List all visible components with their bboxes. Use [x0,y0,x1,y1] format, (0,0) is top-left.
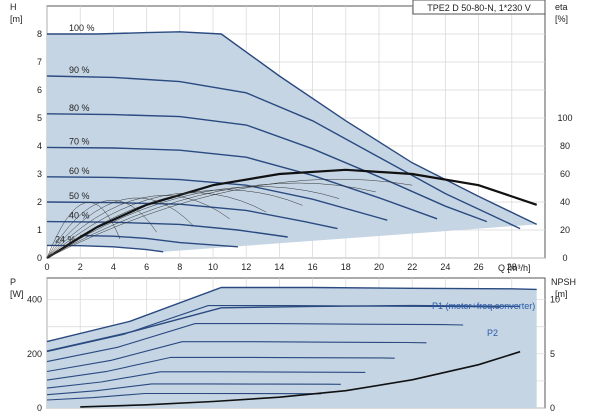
reduced-speed-power-curve [46,341,427,373]
head-curve-80 [46,113,488,223]
iso-efficiency-arc [46,189,303,259]
y-left-tick-label: 5 [37,113,42,123]
title-box [412,0,546,15]
bottom-fill-region [47,287,537,408]
y-left-label-top-name: H [10,2,17,12]
y-right-tick-label: 60 [560,169,570,179]
x-tick-label: 8 [177,262,182,272]
y-left-tick-label: 3 [37,169,42,179]
p-tick-label: 400 [27,295,42,305]
y-right-label-top-name: eta [555,2,568,12]
x-tick-label: 18 [341,262,351,272]
y-left-tick-label: 0 [37,253,42,263]
p1-label: P1 (motor+freq.converter) [432,301,535,311]
bottom-curves [46,286,537,408]
y-right-tick-label: 0 [562,253,567,263]
bottom-ticks: 0 200 400 0 5 10 [27,295,560,413]
top-curves: 100 %90 %80 %70 %60 %50 %40 %24 % [46,23,538,259]
y-right-label-bottom-name: NPSH [551,277,576,287]
y-right-label-bottom-unit: [m] [555,289,568,299]
head-curve-50 [46,201,338,230]
x-tick-label: 4 [111,262,116,272]
x-tick-label: 0 [44,262,49,272]
x-tick-label: 28 [507,262,517,272]
y-left-label-bottom-name: P [10,277,16,287]
y-left-tick-label: 6 [37,85,42,95]
p2-curve [46,304,521,352]
npsh-tick-label: 5 [550,349,555,359]
iso-efficiency-arc [46,192,267,259]
reduced-speed-power-curve [46,323,464,363]
y-right-tick-label: 80 [560,141,570,151]
iso-efficiency-arc [46,178,413,259]
y-left-tick-label: 8 [37,29,42,39]
p2-label: P2 [487,328,498,338]
reduced-speed-power-curve [46,356,395,381]
iso-efficiency-arc [46,182,376,259]
head-curve-min [80,234,238,248]
reduced-speed-power-curve [46,383,341,396]
chart-title: TPE2 D 50-80-N, 1*230 V [427,3,531,13]
y-left-tick-label: 1 [37,225,42,235]
speed-label: 90 % [69,65,90,75]
y-right-tick-label: 100 [557,113,572,123]
reduced-speed-power-curve [46,305,501,353]
x-tick-label: 10 [208,262,218,272]
npsh-tick-label: 10 [550,295,560,305]
x-tick-label: 20 [374,262,384,272]
y-left-label-top-unit: [m] [10,14,23,24]
x-tick-label: 6 [144,262,149,272]
npsh-tick-label: 0 [550,403,555,413]
npsh-curve [80,350,521,408]
speed-label: 70 % [69,136,90,146]
y-left-tick-label: 2 [37,197,42,207]
y-right-tick-label: 40 [560,197,570,207]
x-axis-label: Q [m³/h] [498,263,531,273]
top-ticks: 0 2 4 6 8 10 12 14 16 18 20 22 24 26 28012345678020406… [37,29,573,272]
head-curve-60 [46,176,388,221]
p1-curve [46,286,537,343]
p-tick-label: 0 [37,403,42,413]
iso-efficiency-arc [46,186,340,259]
speed-label: 100 % [69,23,95,33]
x-tick-label: 14 [274,262,284,272]
y-left-tick-label: 4 [37,141,42,151]
iso-efficiency-arc [46,197,194,259]
y-left-tick-label: 7 [37,57,42,67]
y-left-label-bottom-unit: [W] [10,289,24,299]
head-curve-40 [46,220,288,238]
x-tick-label: 2 [78,262,83,272]
speed-label: 50 % [69,191,90,201]
head-curve-70 [46,146,438,220]
speed-label: 24 % [55,234,76,244]
p-tick-label: 200 [27,349,42,359]
speed-label: 60 % [69,166,90,176]
x-tick-label: 12 [241,262,251,272]
iso-efficiency-arc [46,199,157,259]
x-tick-label: 22 [407,262,417,272]
power-range-fill [47,287,537,408]
x-tick-label: 16 [308,262,318,272]
y-right-tick-label: 20 [560,225,570,235]
head-curve-90 [46,75,521,230]
reduced-speed-power-curve [46,371,366,389]
speed-label: 80 % [69,103,90,113]
efficiency-curve [46,168,538,259]
y-right-label-top-unit: [%] [555,14,568,24]
x-tick-label: 24 [440,262,450,272]
x-tick-label: 26 [474,262,484,272]
iso-efficiency-arc [46,195,230,259]
